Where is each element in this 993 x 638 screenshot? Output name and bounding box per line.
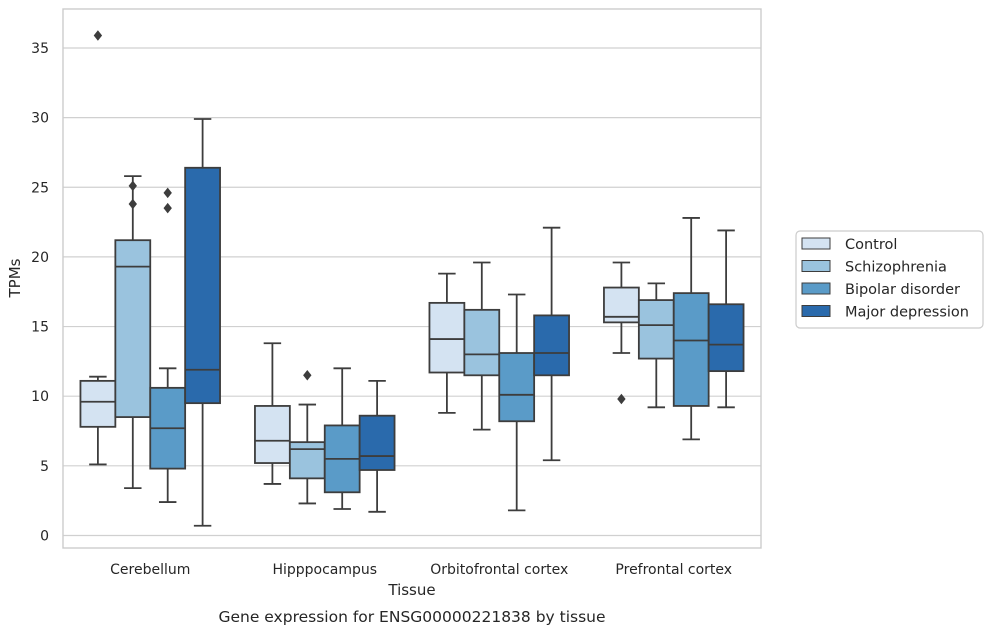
legend-label: Control: [845, 237, 897, 253]
outlier-point: [303, 370, 312, 381]
box-2-3: [533, 226, 570, 462]
box-3-2: [672, 217, 710, 441]
y-tick-label: 30: [31, 111, 49, 127]
legend-label: Major depression: [845, 305, 969, 321]
legend-frame: [795, 230, 984, 329]
legend: Control Schizophrenia Bipolar disorder Majo…: [795, 230, 984, 329]
box-1-1: [288, 370, 326, 505]
y-tick-label: 0: [40, 528, 49, 544]
box-2-1: [463, 261, 501, 431]
box-0-2: [149, 187, 187, 503]
y-tick-label: 15: [31, 320, 49, 336]
iqr-box: [672, 292, 710, 407]
iqr-box: [533, 314, 570, 377]
box-0-0: [79, 30, 117, 466]
outlier-point: [163, 202, 172, 214]
box-3-1: [637, 282, 675, 409]
x-tick-label: Prefrontal cortex: [615, 562, 732, 578]
iqr-box: [428, 301, 466, 374]
iqr-box: [79, 379, 117, 428]
box-3-0: [603, 261, 640, 405]
legend-label: Bipolar disorder: [845, 282, 960, 298]
box-1-2: [323, 367, 361, 510]
x-tick-label: Cerebellum: [110, 562, 190, 578]
plot-frame: [62, 8, 762, 549]
box-1-3: [358, 379, 396, 513]
legend-swatch: [801, 260, 831, 272]
iqr-box: [288, 441, 326, 480]
legend-swatch: [801, 305, 831, 317]
iqr-box: [498, 352, 536, 423]
y-tick-label: 10: [31, 389, 49, 405]
iqr-box: [463, 308, 501, 377]
outlier-point: [128, 198, 137, 210]
y-tick-labels: 0 5 10 15 20 25 30 35: [31, 41, 49, 544]
x-tick-label: Orbitofrontal cortex: [430, 562, 568, 578]
box-2-2: [498, 293, 536, 512]
iqr-box: [114, 239, 152, 418]
y-tick-label: 35: [31, 41, 49, 57]
x-tick-labels: Cerebellum Hipppocampus Orbitofrontal cort…: [110, 562, 732, 578]
iqr-box: [707, 303, 745, 373]
chart-caption: Gene expression for ENSG00000221838 by t…: [218, 608, 605, 626]
iqr-box: [184, 166, 221, 405]
legend-swatch: [801, 282, 831, 295]
y-tick-label: 25: [31, 180, 49, 196]
box-layer: [79, 30, 745, 527]
outlier-point: [617, 393, 626, 405]
outlier-point: [93, 30, 103, 41]
box-1-0: [254, 342, 291, 485]
legend-swatch: [801, 237, 831, 250]
x-axis-title: Tissue: [387, 581, 435, 599]
outlier-point: [163, 187, 172, 199]
y-axis-title: TPMs: [6, 258, 24, 298]
x-tick-label: Hipppocampus: [272, 562, 377, 578]
legend-label: Schizophrenia: [845, 260, 947, 276]
outlier-point: [128, 180, 137, 192]
iqr-box: [358, 414, 396, 471]
box-0-1: [114, 175, 152, 490]
iqr-box: [637, 299, 675, 360]
y-tick-label: 5: [40, 459, 49, 475]
box-0-3: [184, 118, 221, 527]
iqr-box: [254, 405, 291, 464]
box-3-3: [707, 229, 745, 409]
box-2-0: [428, 272, 466, 414]
y-tick-label: 20: [31, 250, 49, 266]
